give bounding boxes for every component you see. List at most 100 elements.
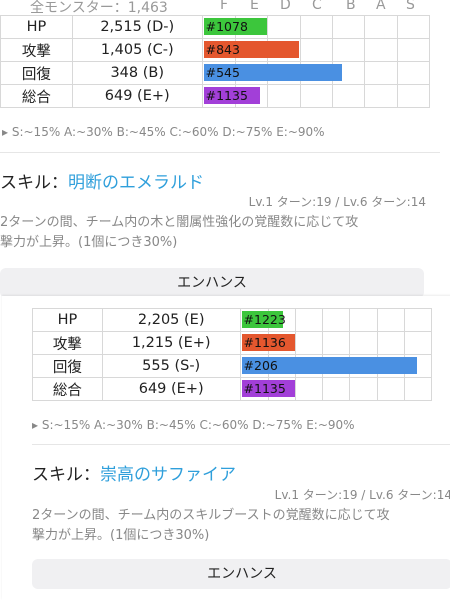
stat-row: 攻撃 1,405 (C-) #843 bbox=[0, 38, 431, 62]
stat-value: 649 (E+) bbox=[71, 84, 203, 108]
stat-value: 555 (S-) bbox=[101, 354, 241, 378]
total-monsters-label: 全モンスター：1,463 bbox=[30, 0, 168, 16]
grade-track: #843 bbox=[203, 39, 429, 61]
enhance-button[interactable]: エンハンス bbox=[0, 268, 424, 298]
stat-grade-bar-cell: #1136 bbox=[239, 331, 433, 355]
grade-gridline bbox=[396, 39, 398, 61]
stat-name: HP bbox=[32, 308, 103, 332]
grade-gridline bbox=[322, 378, 324, 400]
enhance-button[interactable]: エンハンス bbox=[32, 559, 450, 589]
skill-levels: Lv.1 ターン:19 / Lv.6 ターン:14 bbox=[248, 195, 426, 209]
grade-gridline bbox=[396, 16, 398, 38]
grade-gridline bbox=[349, 332, 351, 354]
grade-track: #1135 bbox=[203, 85, 429, 107]
grade-gridline bbox=[403, 309, 405, 331]
stat-row: 総合 649 (E+) #1135 bbox=[0, 84, 431, 108]
stat-bar: #1136 bbox=[241, 334, 295, 351]
stat-row: HP 2,515 (D-) #1078 bbox=[0, 15, 431, 39]
stat-bar: #1223 bbox=[241, 311, 286, 328]
grade-gridline bbox=[349, 309, 351, 331]
grade-gridline bbox=[364, 62, 366, 84]
divider bbox=[32, 444, 450, 445]
grade-track: #206 bbox=[241, 355, 431, 377]
stats-table-2: HP 2,205 (E) #1223 攻撃 1,215 (E+) #1136 回復 555 (… bbox=[32, 308, 433, 401]
grade-legend: ▸ S:~15% A:~30% B:~45% C:~60% D:~75% E:~… bbox=[32, 418, 355, 432]
skill-description-line1: 2ターンの間、チーム内の木と闇属性強化の覚醒数に応じて攻 bbox=[0, 215, 359, 230]
stat-bar: #843 bbox=[203, 41, 299, 58]
grade-gridline bbox=[364, 85, 366, 107]
grade-gridline bbox=[294, 332, 296, 354]
skill-description-line2: 撃力が上昇。(1個につき30%) bbox=[0, 235, 178, 250]
grade-header-s: S bbox=[406, 0, 415, 13]
stat-name: 総合 bbox=[0, 84, 73, 108]
stat-name: HP bbox=[0, 15, 73, 39]
grade-header-d: D bbox=[280, 0, 291, 13]
grade-gridline bbox=[364, 16, 366, 38]
stat-bar: #1135 bbox=[203, 87, 261, 104]
grade-header-c: C bbox=[312, 0, 322, 13]
stat-value: 2,515 (D-) bbox=[71, 15, 203, 39]
grade-gridline bbox=[267, 16, 269, 38]
stat-value: 1,405 (C-) bbox=[71, 38, 203, 62]
skill-levels: Lv.1 ターン:19 / Lv.6 ターン:14 bbox=[274, 488, 450, 502]
grade-header-a: A bbox=[376, 0, 386, 13]
grade-gridline bbox=[403, 378, 405, 400]
stat-grade-bar-cell: #1135 bbox=[239, 377, 433, 401]
grade-gridline bbox=[364, 39, 366, 61]
grade-header-b: B bbox=[346, 0, 356, 13]
grade-legend: ▸ S:~15% A:~30% B:~45% C:~60% D:~75% E:~… bbox=[2, 125, 325, 139]
stat-grade-bar-cell: #1223 bbox=[239, 308, 433, 332]
grade-gridline bbox=[331, 39, 333, 61]
stat-value: 348 (B) bbox=[71, 61, 203, 85]
grade-gridline bbox=[322, 309, 324, 331]
stat-name: 総合 bbox=[32, 377, 103, 401]
stat-row: 総合 649 (E+) #1135 bbox=[32, 377, 433, 401]
stat-bar: #545 bbox=[203, 64, 342, 81]
grade-gridline bbox=[299, 85, 301, 107]
grade-gridline bbox=[322, 332, 324, 354]
stat-grade-bar-cell: #1135 bbox=[201, 84, 431, 108]
grade-gridline bbox=[376, 378, 378, 400]
grade-track: #1223 bbox=[241, 309, 431, 331]
stats-table-1: HP 2,515 (D-) #1078 攻撃 1,405 (C-) #843 回復 348 (… bbox=[0, 15, 431, 108]
grade-header-f: F bbox=[220, 0, 229, 13]
skill-name-link[interactable]: 明断のエメラルド bbox=[68, 173, 204, 193]
grade-gridline bbox=[294, 309, 296, 331]
monster-panel-2: HP 2,205 (E) #1223 攻撃 1,215 (E+) #1136 回復 555 (… bbox=[2, 296, 450, 600]
grade-header-e: E bbox=[250, 0, 259, 13]
grade-track: #1135 bbox=[241, 378, 431, 400]
grade-gridline bbox=[349, 378, 351, 400]
grade-gridline bbox=[331, 16, 333, 38]
stat-bar: #206 bbox=[241, 357, 417, 374]
divider bbox=[0, 152, 440, 153]
skill-description: 2ターンの間、チーム内の木と闇属性強化の覚醒数に応じて攻 撃力が上昇。(1個につ… bbox=[0, 213, 358, 253]
monster-panel-1: 全モンスター：1,463 F E D C B A S HP 2,515 (D-) #… bbox=[0, 0, 440, 298]
stat-grade-bar-cell: #545 bbox=[201, 61, 431, 85]
grade-gridline bbox=[294, 378, 296, 400]
skill-name-link[interactable]: 崇高のサファイア bbox=[100, 465, 236, 485]
stat-value: 1,215 (E+) bbox=[101, 331, 241, 355]
stat-row: 回復 555 (S-) #206 bbox=[32, 354, 433, 378]
stat-row: HP 2,205 (E) #1223 bbox=[32, 308, 433, 332]
grade-track: #1078 bbox=[203, 16, 429, 38]
grade-gridline bbox=[396, 62, 398, 84]
skill-description-line1: 2ターンの間、チーム内のスキルブーストの覚醒数に応じて攻 bbox=[32, 508, 390, 523]
stat-name: 回復 bbox=[32, 354, 103, 378]
grade-track: #1136 bbox=[241, 332, 431, 354]
grade-gridline bbox=[376, 332, 378, 354]
stat-name: 回復 bbox=[0, 61, 73, 85]
skill-title: スキル：明断のエメラルド bbox=[0, 168, 204, 193]
stat-name: 攻撃 bbox=[32, 331, 103, 355]
stat-bar: #1135 bbox=[241, 380, 295, 397]
grade-gridline bbox=[267, 85, 269, 107]
skill-prefix: スキル： bbox=[32, 465, 100, 485]
stat-row: 回復 348 (B) #545 bbox=[0, 61, 431, 85]
grade-track: #545 bbox=[203, 62, 429, 84]
skill-prefix: スキル： bbox=[0, 173, 68, 193]
stat-name: 攻撃 bbox=[0, 38, 73, 62]
grade-gridline bbox=[331, 85, 333, 107]
stat-row: 攻撃 1,215 (E+) #1136 bbox=[32, 331, 433, 355]
skill-description-line2: 撃力が上昇。(1個につき30%) bbox=[32, 528, 210, 543]
stat-value: 2,205 (E) bbox=[101, 308, 241, 332]
skill-description: 2ターンの間、チーム内のスキルブーストの覚醒数に応じて攻 撃力が上昇。(1個につ… bbox=[32, 506, 390, 546]
